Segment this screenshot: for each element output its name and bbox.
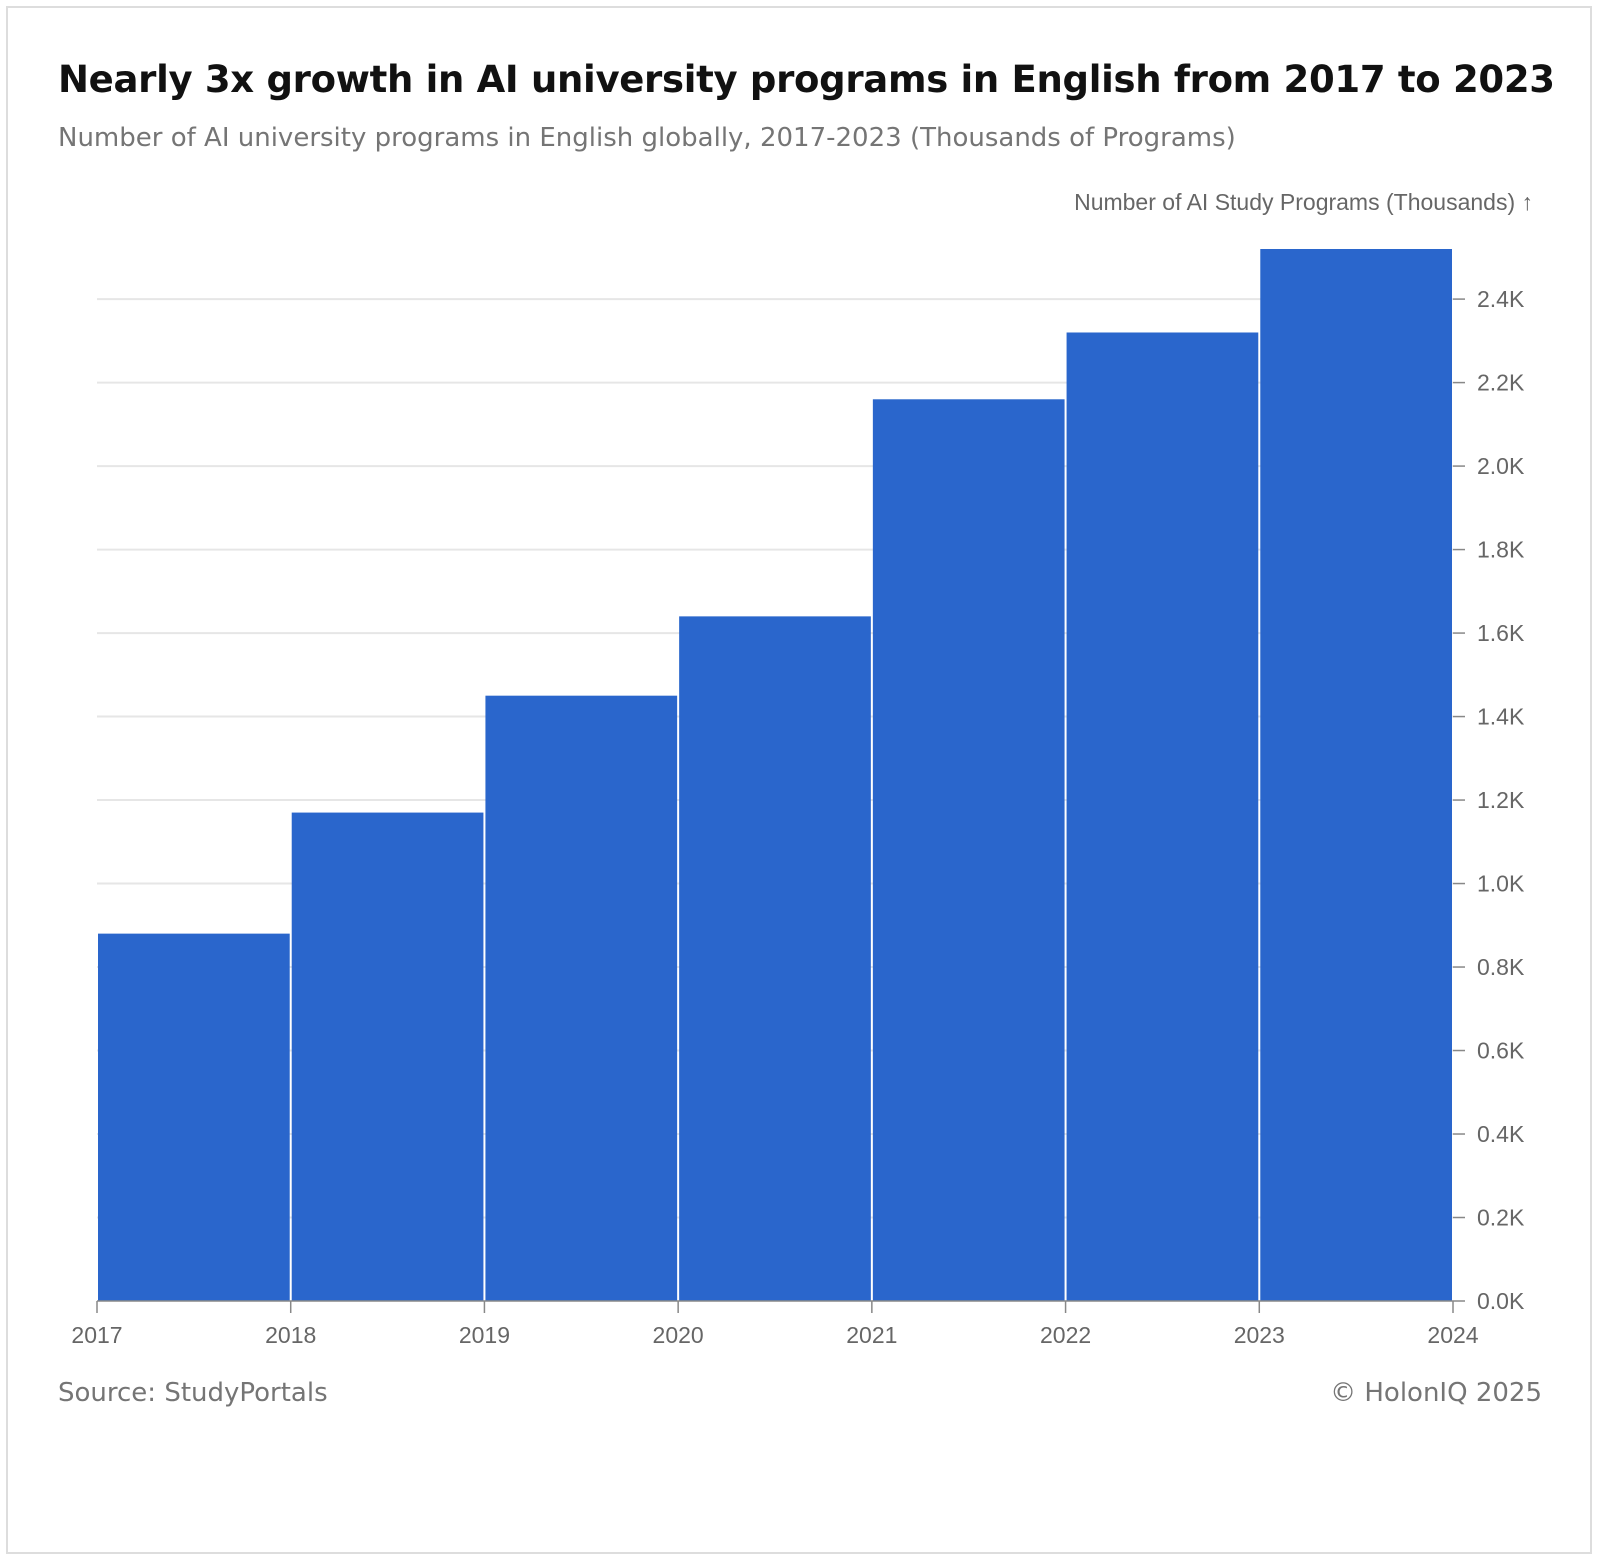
bar-2017 <box>98 933 290 1301</box>
x-axis: 2017 2018 2019 2020 2021 2022 2023 2024 <box>71 1300 1479 1348</box>
y-tick-label: 0.0K <box>1477 1288 1525 1314</box>
bar-2019 <box>485 695 678 1301</box>
y-tick-label: 2.0K <box>1477 453 1525 479</box>
bar-2021 <box>872 399 1065 1301</box>
bar-2020 <box>679 616 871 1301</box>
y-tick-label: 0.8K <box>1477 954 1525 980</box>
y-axis: 0.0K 0.2K 0.4K 0.6K 0.8K 1.0K 1.2K 1.4K 1.6K 1.8K… <box>1453 286 1525 1314</box>
y-tick-label: 1.8K <box>1477 537 1525 563</box>
chart-subtitle: Number of AI university programs in Engl… <box>58 123 1236 153</box>
y-axis-title: Number of AI Study Programs (Thousands) … <box>1074 189 1533 215</box>
source-note: Source: StudyPortals <box>58 1378 328 1408</box>
copyright-note: © HolonIQ 2025 <box>1330 1378 1542 1408</box>
y-tick-label: 1.2K <box>1477 787 1525 813</box>
x-tick-label: 2024 <box>1427 1322 1478 1348</box>
x-tick-label: 2023 <box>1234 1322 1285 1348</box>
bars <box>98 249 1452 1301</box>
x-tick-label: 2018 <box>265 1322 316 1348</box>
x-tick-label: 2017 <box>71 1322 122 1348</box>
y-tick-label: 1.6K <box>1477 620 1525 646</box>
y-tick-label: 2.2K <box>1477 370 1525 396</box>
x-tick-label: 2020 <box>653 1322 704 1348</box>
y-tick-label: 0.4K <box>1477 1121 1525 1147</box>
chart-title: Nearly 3x growth in AI university progra… <box>58 58 1555 101</box>
x-tick-label: 2022 <box>1040 1322 1091 1348</box>
bar-2018 <box>291 812 484 1301</box>
y-tick-label: 0.2K <box>1477 1205 1525 1231</box>
y-tick-label: 1.0K <box>1477 871 1525 897</box>
x-tick-label: 2019 <box>459 1322 510 1348</box>
y-tick-label: 2.4K <box>1477 286 1525 312</box>
y-tick-label: 1.4K <box>1477 704 1525 730</box>
bar-2023 <box>1260 249 1452 1301</box>
y-tick-label: 0.6K <box>1477 1038 1525 1064</box>
bar-2022 <box>1066 332 1259 1301</box>
x-tick-label: 2021 <box>846 1322 897 1348</box>
